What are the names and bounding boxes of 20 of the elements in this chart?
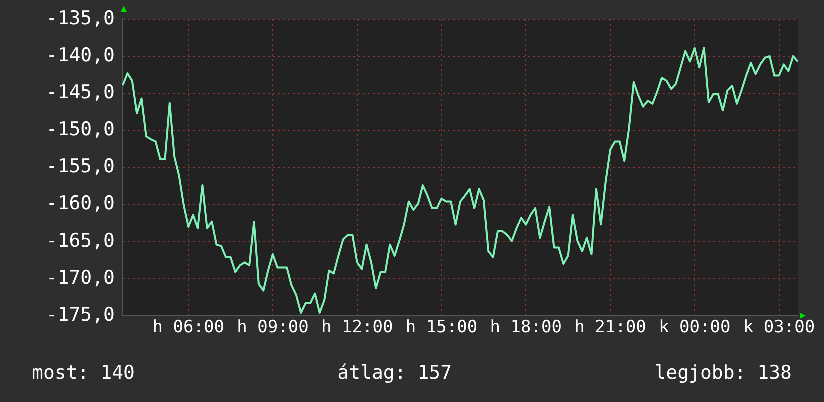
text: most: 140 xyxy=(32,362,135,384)
y-tick-label: -140,0 xyxy=(46,44,115,66)
x-tick-label: h 12:00 xyxy=(322,318,394,338)
x-tick-label: k 03:00 xyxy=(743,318,816,338)
y-tick-label: -165,0 xyxy=(46,230,115,252)
y-tick-label: -170,0 xyxy=(46,266,115,289)
x-tick-label: k 00:00 xyxy=(659,318,731,338)
text: legjobb: 138 xyxy=(654,362,792,384)
text: átlag: 157 xyxy=(338,362,452,384)
y-tick-label: -145,0 xyxy=(46,81,115,104)
x-tick-label: h 09:00 xyxy=(237,318,309,338)
x-tick-label: h 06:00 xyxy=(152,318,224,338)
y-tick-label: -175,0 xyxy=(46,304,115,326)
y-tick-label: -155,0 xyxy=(46,156,115,178)
y-tick-label: -150,0 xyxy=(46,118,115,141)
x-tick-label: h 21:00 xyxy=(574,318,646,338)
x-tick-label: h 18:00 xyxy=(490,318,562,338)
x-tick-label: h 15:00 xyxy=(406,318,478,338)
y-tick-label: -135,0 xyxy=(46,7,115,30)
y-tick-label: -160,0 xyxy=(46,192,115,215)
